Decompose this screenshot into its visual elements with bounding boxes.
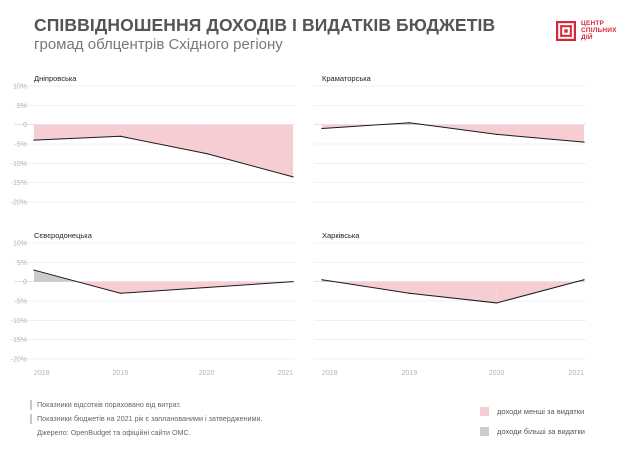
data-point bbox=[496, 302, 498, 304]
y-tick-label: 0 bbox=[23, 279, 27, 286]
legend-label: доходи менші за видатки bbox=[497, 406, 585, 416]
data-line bbox=[321, 122, 585, 143]
deficit-area bbox=[120, 124, 207, 154]
deficit-area bbox=[34, 124, 121, 141]
x-tick-label: 2019 bbox=[113, 370, 129, 377]
x-tick-label: 2021 bbox=[568, 370, 584, 377]
data-point bbox=[321, 127, 323, 130]
panel-title: Харківська bbox=[322, 231, 360, 240]
footnote-bar bbox=[30, 400, 32, 410]
data-point bbox=[119, 292, 121, 294]
legend-swatch-deficit bbox=[480, 406, 489, 416]
footnote-text: Показники бюджетів на 2021 рік є заплано… bbox=[37, 414, 263, 423]
data-point bbox=[119, 135, 121, 137]
logo-line: СПІЛЬНИХ bbox=[581, 27, 617, 34]
data-point bbox=[33, 269, 35, 271]
deficit-area bbox=[206, 124, 293, 177]
logo: ЦЕНТР СПІЛЬНИХ ДІЙ bbox=[556, 20, 617, 41]
panel-title: Сєвєродонецька bbox=[34, 231, 93, 240]
data-point bbox=[321, 279, 323, 281]
chart-title: СПІВВІДНОШЕННЯ ДОХОДІВ І ВИДАТКІВ БЮДЖЕТ… bbox=[34, 15, 496, 35]
y-tick-label: -5% bbox=[15, 142, 27, 149]
data-line bbox=[33, 269, 294, 294]
deficit-area bbox=[496, 124, 584, 143]
x-tick-label: 2021 bbox=[277, 370, 293, 377]
y-tick-label: 10% bbox=[13, 84, 27, 91]
chart-subtitle: громад облцентрів Східного регіону bbox=[34, 36, 283, 53]
y-tick-label: 5% bbox=[17, 260, 27, 267]
logo-line: ДІЙ bbox=[581, 34, 593, 41]
y-tick-label: -15% bbox=[11, 180, 27, 187]
legend-label: доходи більші за видатки bbox=[497, 426, 585, 436]
chart-panel: 10% 5% 0 -5% -10% -15% -20% Дніпровська bbox=[11, 74, 295, 207]
y-tick-label: 0 bbox=[23, 122, 27, 129]
y-tick-label: -10% bbox=[11, 161, 27, 168]
legend-item-deficit: доходи менші за видатки bbox=[480, 401, 585, 421]
legend: доходи менші за видатки доходи більші за… bbox=[480, 401, 585, 441]
legend-swatch-surplus bbox=[480, 426, 489, 436]
footnote-text: Показники відсотків пораховано від витра… bbox=[37, 400, 181, 409]
data-point bbox=[292, 281, 294, 283]
deficit-area bbox=[120, 281, 207, 294]
chart-panel: 10% 5% 0 -5% -10% -15% -20% Сєвєродонецька 2018 2… bbox=[11, 231, 295, 377]
charts-panel: 10% 5% 0 -5% -10% -15% -20% Дніпровська Краматор… bbox=[11, 74, 586, 377]
y-tick-label: -20% bbox=[11, 357, 27, 364]
legend-item-surplus: доходи більші за видатки bbox=[480, 421, 585, 441]
data-point bbox=[583, 141, 585, 143]
y-tick-label: -5% bbox=[15, 299, 27, 306]
data-point bbox=[408, 292, 410, 294]
data-point bbox=[496, 133, 498, 135]
data-point bbox=[206, 286, 208, 289]
x-tick-label: 2020 bbox=[489, 370, 505, 377]
data-point bbox=[33, 139, 35, 141]
logo-line: ЦЕНТР bbox=[581, 20, 605, 27]
footnote: Показники відсотків пораховано від витра… bbox=[30, 398, 263, 412]
y-tick-label: 10% bbox=[13, 241, 27, 248]
footer-notes: Показники відсотків пораховано від витра… bbox=[30, 398, 263, 440]
x-tick-label: 2019 bbox=[402, 370, 418, 377]
data-line bbox=[33, 135, 294, 178]
y-tick-label: 5% bbox=[17, 103, 27, 110]
data-point bbox=[408, 122, 410, 124]
data-line bbox=[321, 279, 585, 304]
x-tick-label: 2018 bbox=[322, 370, 338, 377]
logo-text: ЦЕНТР СПІЛЬНИХ ДІЙ bbox=[581, 20, 617, 41]
data-point bbox=[206, 153, 208, 155]
panel-title: Краматорська bbox=[322, 74, 372, 83]
data-point bbox=[583, 279, 585, 281]
x-tick-label: 2018 bbox=[34, 370, 50, 377]
footnote-bar bbox=[30, 414, 32, 424]
x-tick-label: 2020 bbox=[199, 370, 215, 377]
logo-mark-icon bbox=[556, 20, 576, 41]
y-tick-label: -20% bbox=[11, 200, 27, 207]
panel-title: Дніпровська bbox=[34, 74, 77, 83]
source-note: Джерело: OpenBudget та офіційні сайти ОМ… bbox=[37, 428, 191, 437]
data-point bbox=[292, 176, 294, 178]
deficit-area bbox=[409, 281, 497, 303]
y-tick-label: -15% bbox=[11, 337, 27, 344]
y-tick-label: -10% bbox=[11, 318, 27, 325]
chart-panel: Краматорська bbox=[314, 74, 586, 203]
chart-panel: Харківська 2018 2019 2020 2021 bbox=[314, 231, 586, 377]
footnote: Показники бюджетів на 2021 рік є заплано… bbox=[30, 412, 263, 426]
